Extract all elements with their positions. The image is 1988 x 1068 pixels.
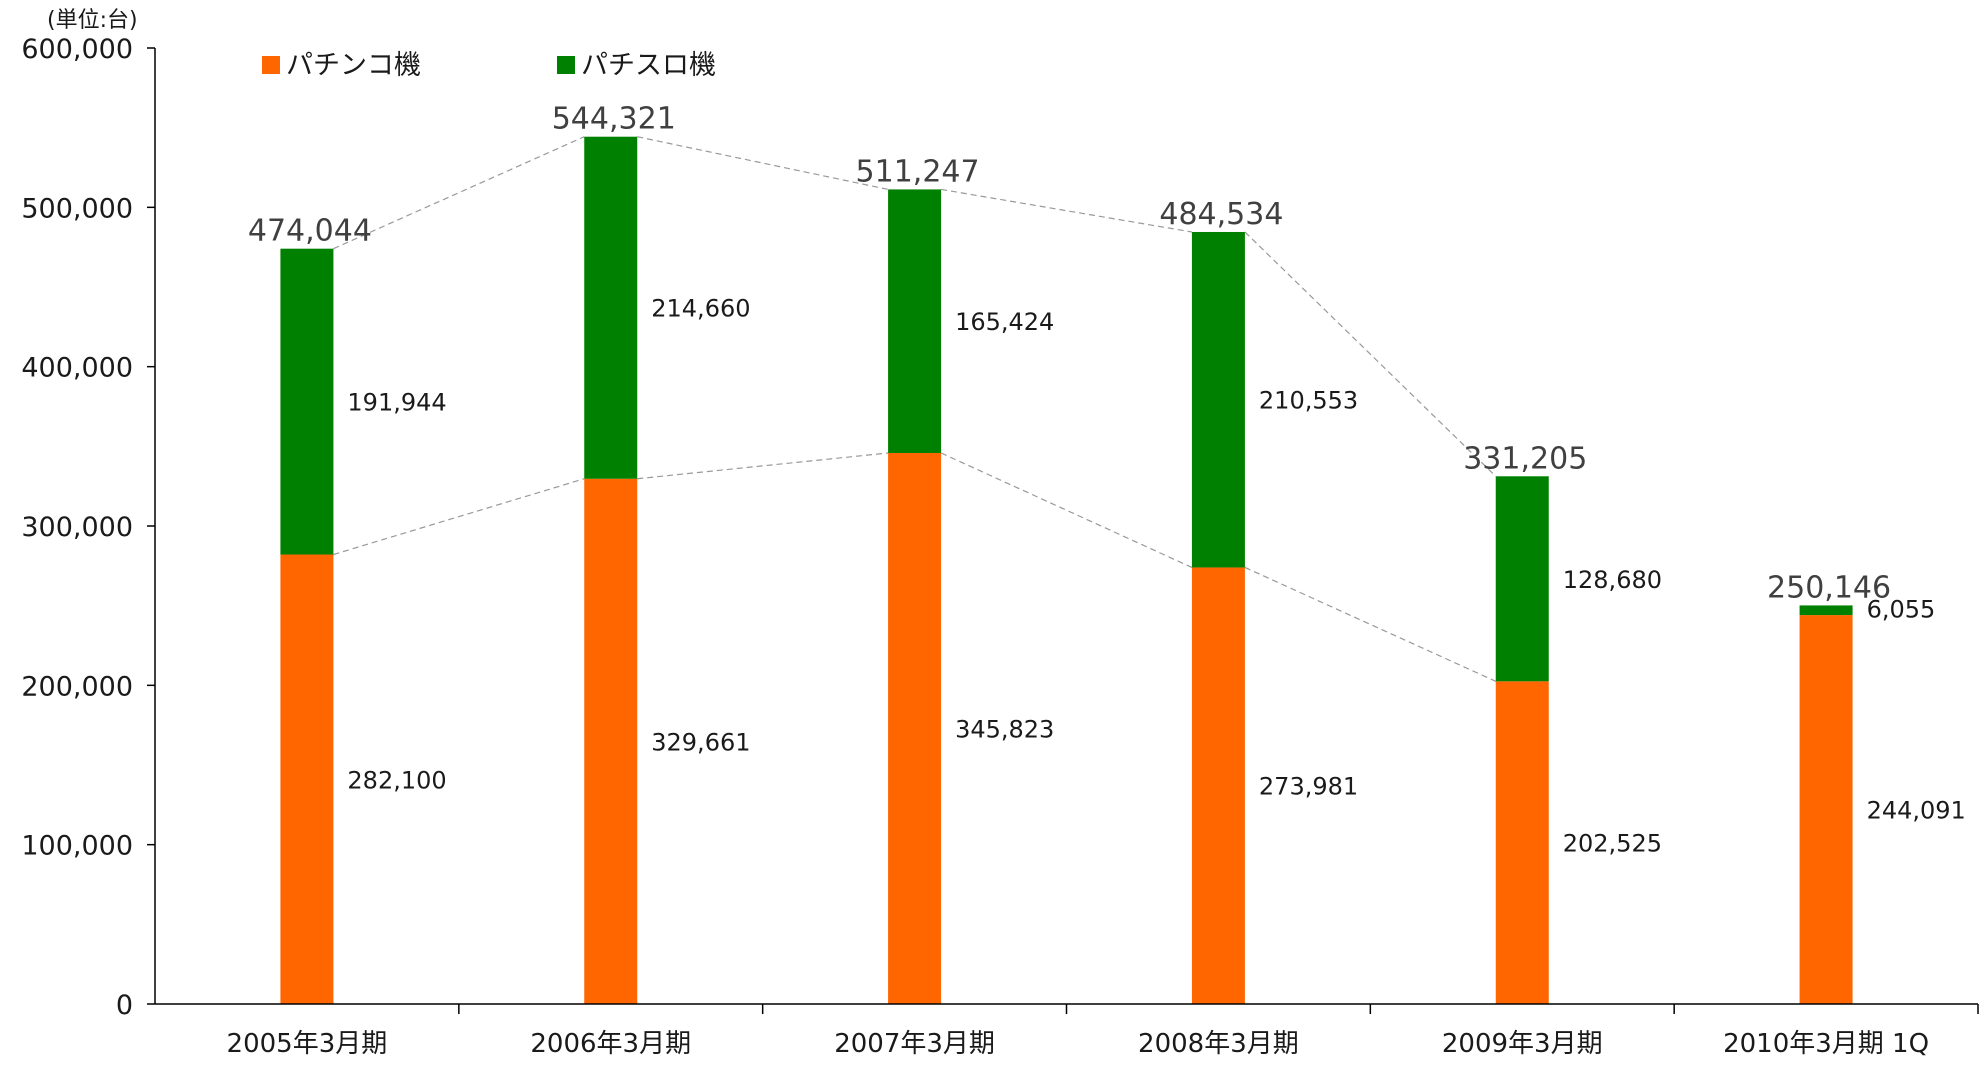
legend-label-1: パチスロ機 — [581, 50, 716, 81]
labels-group: 282,100 191,944 474,044 329,661 214,660 544,3… — [248, 102, 1966, 858]
y-tick-label-1: 100,000 — [21, 831, 133, 862]
label-total-3: 484,534 — [1159, 197, 1283, 232]
connector-pachinko-1 — [637, 452, 889, 480]
label-pachinko-4: 202,525 — [1563, 830, 1662, 858]
bar-pachinko-4 — [1495, 681, 1549, 1004]
y-axis-unit-label: (単位:台) — [47, 8, 138, 33]
y-tick-label-6: 600,000 — [21, 34, 133, 65]
y-tick-label-3: 300,000 — [21, 512, 133, 543]
legend: パチンコ機 パチスロ機 — [262, 50, 716, 81]
label-pachislot-1: 214,660 — [651, 295, 750, 323]
label-total-2: 511,247 — [856, 154, 980, 189]
connector-lines — [333, 136, 1497, 682]
x-tick-label-2: 2007年3月期 — [834, 1029, 995, 1059]
y-tick-label-5: 500,000 — [21, 193, 133, 224]
label-total-0: 474,044 — [248, 214, 372, 249]
x-tick-label-0: 2005年3月期 — [227, 1029, 388, 1059]
bar-pachinko-5 — [1799, 615, 1853, 1004]
label-pachinko-0: 282,100 — [347, 766, 446, 794]
label-pachislot-5: 6,055 — [1867, 595, 1936, 623]
bar-pachislot-1 — [584, 136, 638, 479]
label-pachinko-3: 273,981 — [1259, 773, 1358, 801]
bar-pachinko-3 — [1191, 567, 1245, 1004]
connector-pachinko-2 — [940, 452, 1193, 569]
bar-pachislot-0 — [280, 248, 334, 555]
connector-pachinko-3 — [1244, 566, 1496, 682]
label-pachinko-2: 345,823 — [955, 715, 1054, 743]
bar-pachinko-2 — [888, 452, 942, 1005]
label-total-5: 250,146 — [1767, 570, 1891, 605]
connector-total-1 — [637, 136, 889, 191]
label-pachinko-5: 244,091 — [1867, 797, 1966, 825]
bar-pachislot-2 — [888, 189, 942, 453]
connector-total-2 — [940, 188, 1193, 233]
x-tick-label-3: 2008年3月期 — [1138, 1029, 1299, 1059]
y-tick-label-2: 200,000 — [21, 671, 133, 702]
connector-total-3 — [1244, 231, 1497, 477]
bar-pachislot-5 — [1799, 605, 1853, 616]
x-tick-label-5: 2010年3月期 1Q — [1723, 1029, 1929, 1059]
label-total-1: 544,321 — [552, 102, 676, 137]
bar-pachinko-1 — [584, 478, 638, 1005]
x-tick-label-4: 2009年3月期 — [1442, 1029, 1603, 1059]
label-pachislot-4: 128,680 — [1563, 566, 1662, 594]
legend-swatch-0 — [262, 56, 280, 74]
label-pachislot-0: 191,944 — [347, 389, 446, 417]
label-pachislot-2: 165,424 — [955, 308, 1054, 336]
bar-pachislot-3 — [1191, 231, 1245, 568]
connector-pachinko-0 — [333, 478, 585, 556]
axes-group: 0 100,000 200,000 300,000 400,000 500,000 600,… — [21, 8, 1979, 1059]
bar-pachinko-0 — [280, 554, 334, 1004]
y-tick-label-4: 400,000 — [21, 353, 133, 384]
label-pachislot-3: 210,553 — [1259, 387, 1358, 415]
connector-total-0 — [333, 136, 585, 250]
legend-swatch-1 — [557, 56, 575, 74]
x-tick-label-1: 2006年3月期 — [530, 1029, 691, 1059]
bar-pachislot-4 — [1495, 476, 1549, 682]
bars-group — [280, 136, 1853, 1005]
legend-label-0: パチンコ機 — [286, 50, 421, 81]
label-pachinko-1: 329,661 — [651, 728, 750, 756]
label-total-4: 331,205 — [1463, 441, 1587, 476]
y-tick-label-0: 0 — [116, 990, 133, 1021]
